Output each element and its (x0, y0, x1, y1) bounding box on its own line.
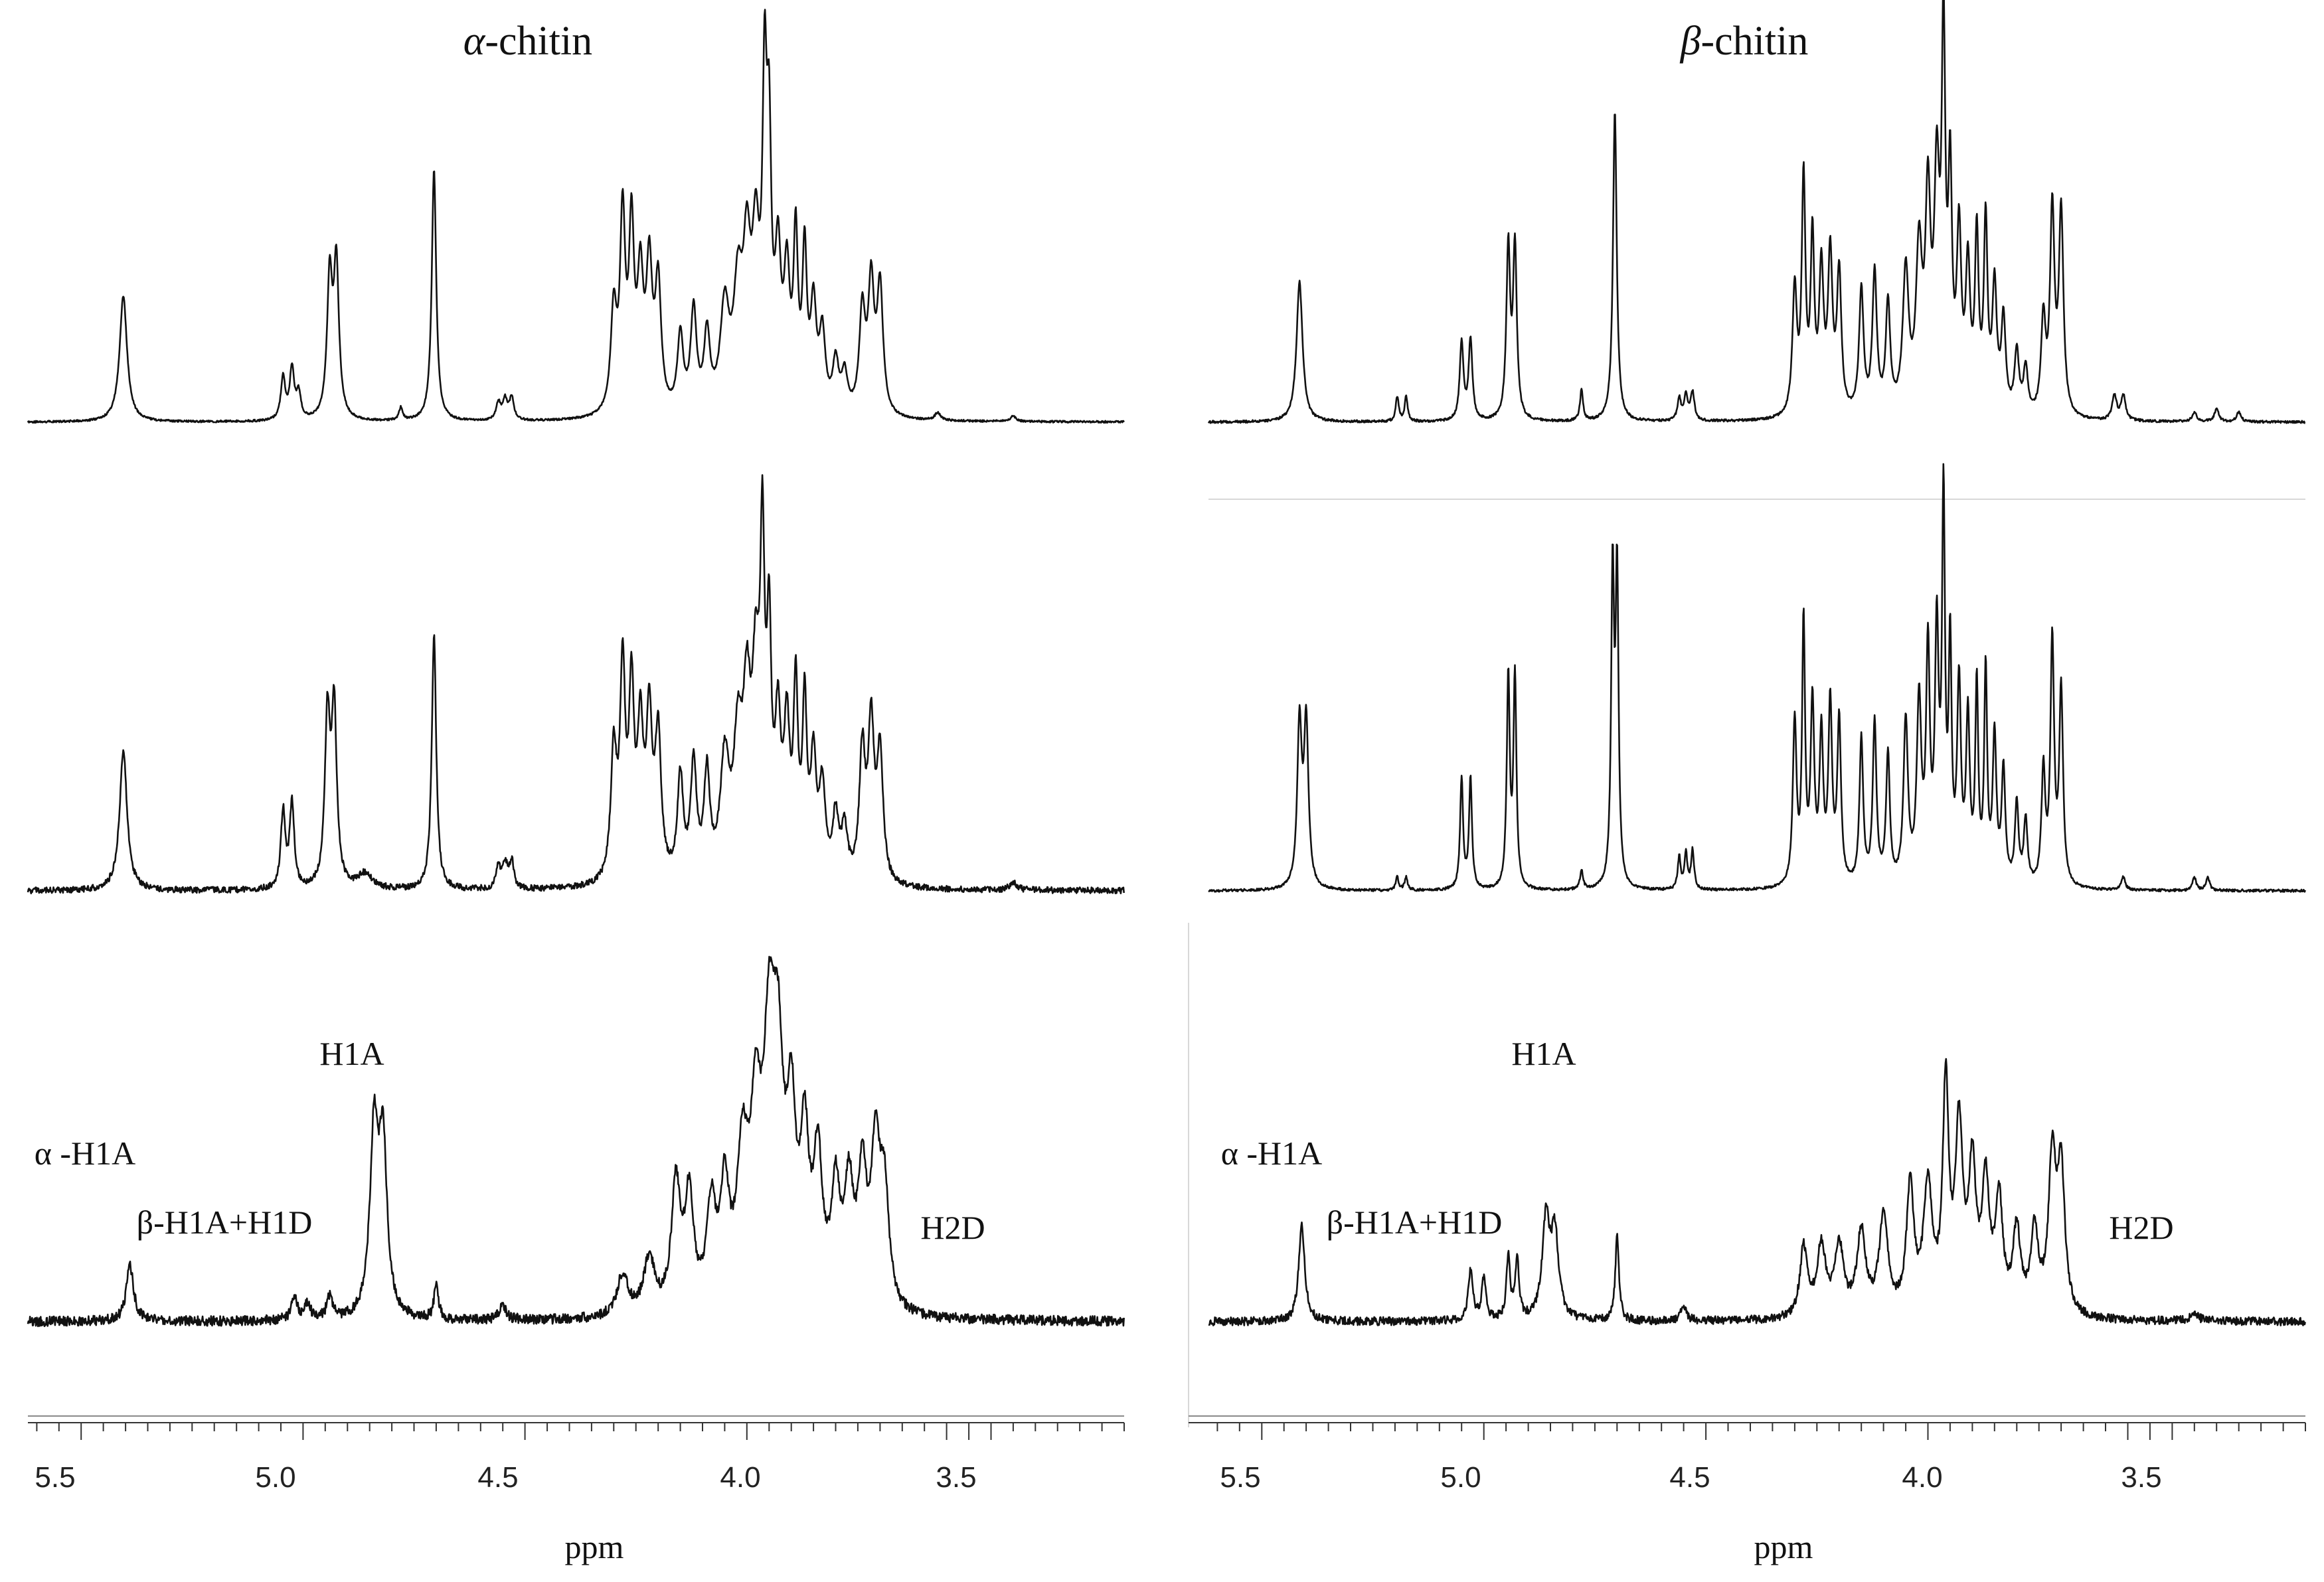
beta-title-text: -chitin (1701, 19, 1809, 64)
beta-chitin-title: β-chitin (1680, 19, 1809, 64)
beta-chitin-panel: β-chitin H1A α -H1A β-H1A+H1D H2D 5.5 5.… (1188, 0, 2306, 1565)
alpha-x-axis-label: ppm (565, 1528, 624, 1565)
alpha-tick-label: 3.5 (936, 1461, 976, 1494)
beta-top-spectrum (1207, 0, 2306, 424)
alpha-tick-label: 4.0 (720, 1461, 760, 1494)
beta-middle-spectrum (1208, 463, 2306, 893)
alpha-top-spectrum (27, 9, 1125, 424)
beta-h2d-label: H2D (2109, 1209, 2173, 1246)
alpha-alpha-h1a-label: α -H1A (35, 1135, 136, 1172)
beta-tick-label: 3.5 (2121, 1461, 2161, 1494)
alpha-tick-label: 4.5 (477, 1461, 518, 1494)
alpha-title-text: -chitin (485, 19, 592, 64)
beta-x-ticks (1216, 1423, 2306, 1440)
alpha-h2d-label: H2D (920, 1209, 985, 1246)
beta-alpha-h1a-label: α -H1A (1221, 1135, 1323, 1172)
alpha-bottom-spectrum (27, 955, 1125, 1328)
beta-beta-h1a-h1d-label: β-H1A+H1D (1327, 1204, 1503, 1241)
alpha-chitin-panel: α-chitin H1A α -H1A β-H1A+H1D H2D 5.5 5.… (27, 9, 1125, 1565)
beta-x-axis-label: ppm (1754, 1528, 1813, 1565)
beta-h1a-label: H1A (1511, 1035, 1576, 1072)
alpha-middle-spectrum (27, 474, 1125, 895)
alpha-tick-label: 5.5 (35, 1461, 75, 1494)
beta-bottom-spectrum (1208, 1058, 2306, 1326)
beta-tick-label: 4.5 (1669, 1461, 1710, 1494)
alpha-h1a-label: H1A (319, 1035, 384, 1072)
beta-tick-label: 5.5 (1220, 1461, 1260, 1494)
beta-tick-label: 5.0 (1440, 1461, 1481, 1494)
alpha-tick-label: 5.0 (255, 1461, 295, 1494)
alpha-title-symbol: α (463, 19, 486, 64)
alpha-x-ticks (36, 1423, 1125, 1440)
beta-title-symbol: β (1680, 19, 1701, 64)
alpha-beta-h1a-h1d-label: β-H1A+H1D (137, 1204, 313, 1241)
beta-tick-label: 4.0 (1902, 1461, 1942, 1494)
alpha-chitin-title: α-chitin (463, 19, 592, 64)
